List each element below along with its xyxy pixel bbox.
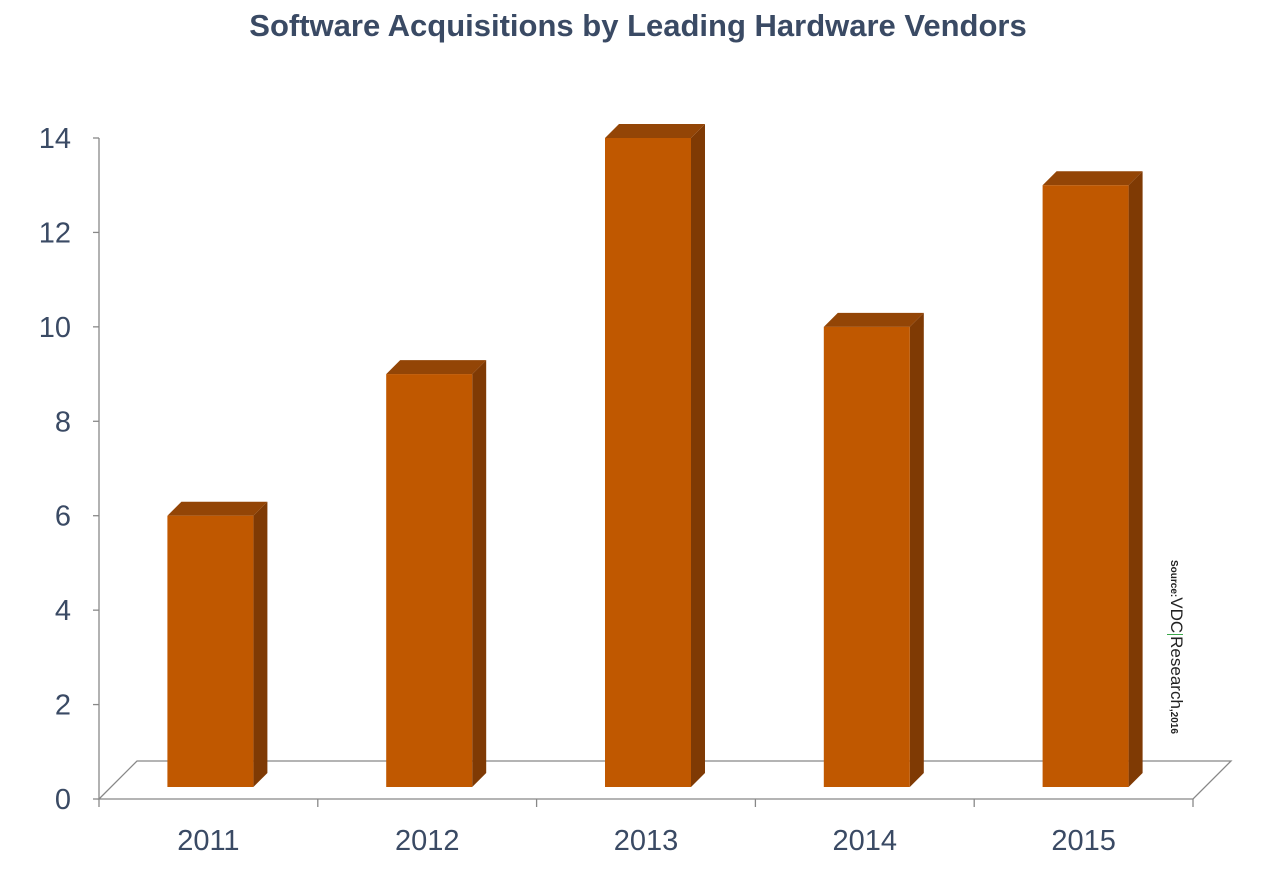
x-tick-label: 2014 bbox=[833, 825, 898, 857]
x-tick-label: 2012 bbox=[395, 825, 460, 857]
bar-2011 bbox=[167, 501, 268, 787]
bar-2014 bbox=[823, 312, 924, 787]
source-brand-a: VDC bbox=[1167, 597, 1186, 634]
y-tick-label: 2 bbox=[55, 690, 71, 722]
source-brand-b: Research bbox=[1167, 636, 1186, 709]
floor-plane bbox=[97, 760, 1233, 800]
x-tick-label: 2011 bbox=[177, 825, 239, 857]
bar-side bbox=[691, 124, 705, 787]
y-tick-label: 10 bbox=[39, 312, 71, 344]
source-prefix: Source: bbox=[1168, 560, 1179, 598]
x-tick-label: 2015 bbox=[1051, 825, 1116, 857]
bar-2012 bbox=[386, 360, 487, 787]
y-tick-label: 4 bbox=[55, 595, 71, 627]
bar-side bbox=[909, 312, 924, 787]
y-tick-label: 0 bbox=[55, 784, 71, 816]
bar-2013 bbox=[605, 124, 705, 787]
bar-top bbox=[167, 501, 268, 516]
bar-side bbox=[253, 501, 268, 787]
bar-series bbox=[167, 124, 1143, 787]
bar-top bbox=[605, 124, 705, 138]
chart-title: Software Acquisitions by Leading Hardwar… bbox=[249, 8, 1027, 43]
source-note: Source:VDC Research,2016 bbox=[1160, 560, 1186, 750]
bar-side bbox=[472, 360, 487, 787]
source-divider bbox=[1166, 634, 1183, 636]
bar-front bbox=[386, 374, 473, 787]
bar-top bbox=[386, 360, 487, 375]
chart-floor bbox=[97, 760, 1233, 800]
bar-top bbox=[823, 312, 924, 327]
bar-front bbox=[605, 138, 691, 787]
x-tick-label: 2013 bbox=[614, 825, 679, 857]
y-tick-label: 12 bbox=[39, 217, 71, 249]
bar-side bbox=[1128, 171, 1143, 787]
y-tick-label: 8 bbox=[55, 406, 71, 438]
y-tick-label: 14 bbox=[39, 123, 71, 155]
y-tick-label: 6 bbox=[55, 501, 71, 533]
x-axis: 2011 2012 2013 2014 2015 bbox=[98, 799, 1194, 857]
bar-top bbox=[1042, 171, 1143, 186]
bar-front bbox=[1042, 185, 1129, 787]
bar-front bbox=[167, 515, 254, 787]
y-axis: 0 2 4 6 8 10 12 14 bbox=[39, 123, 100, 816]
source-year: ,2016 bbox=[1168, 708, 1179, 734]
bar-front bbox=[823, 326, 910, 787]
bar-2015 bbox=[1042, 171, 1143, 787]
